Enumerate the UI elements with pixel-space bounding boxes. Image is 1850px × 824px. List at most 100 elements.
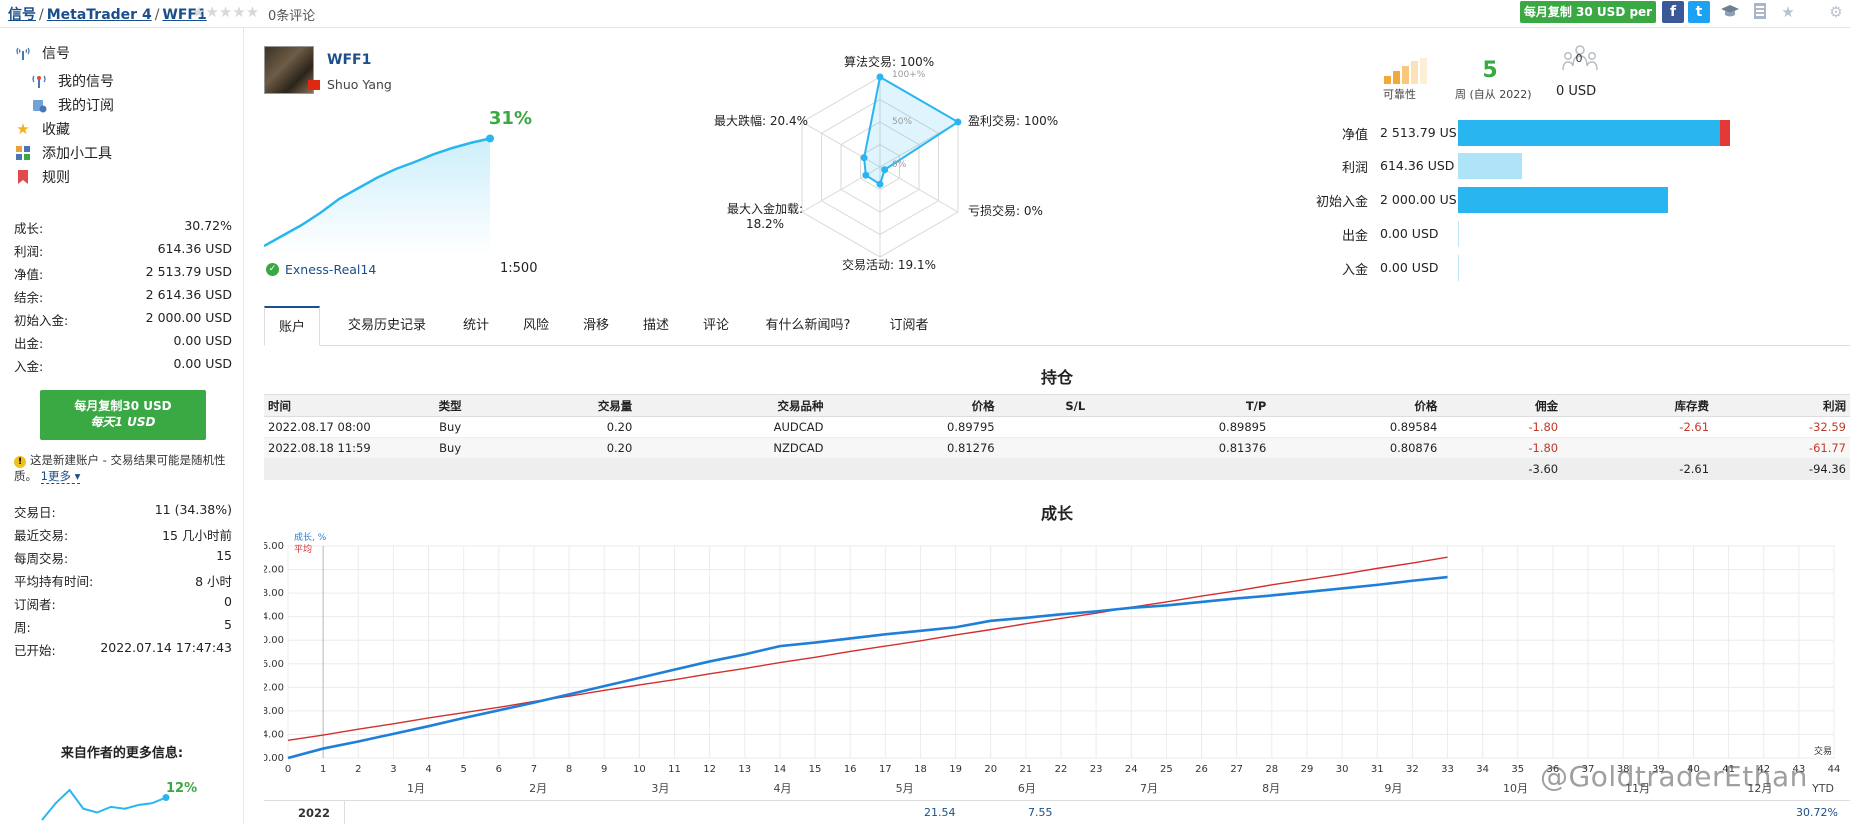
reliability-bars-icon [1384, 58, 1427, 84]
copy-subscribe-button[interactable]: 每月复制30 USD 每天1 USD [40, 390, 206, 440]
radar-tick-50: 50% [892, 117, 912, 127]
growth-title: 成长 [1040, 504, 1073, 523]
tab-trade-history[interactable]: 交易历史记录 [347, 318, 426, 333]
country-flag-icon [308, 80, 320, 90]
x-tick-label: 18 [914, 764, 927, 775]
document-icon[interactable] [1750, 2, 1770, 22]
x-tick-label: 31 [1371, 764, 1384, 775]
sparkline-area [264, 138, 490, 254]
col-swap: 库存费 [1562, 394, 1714, 417]
y-tick-label: 16.00 [264, 659, 284, 670]
tab-news[interactable]: 有什么新闻吗? [765, 318, 851, 333]
ytd-value: 30.72% [1796, 806, 1838, 819]
y-tick-label: 4.00 [264, 729, 284, 740]
legend-average: 平均 [294, 543, 312, 555]
twitter-share-icon[interactable]: t [1688, 1, 1710, 23]
stat-profit: 利润: 614.36 USD [14, 241, 232, 259]
tab-account[interactable]: 账户 [264, 306, 320, 346]
rating-stars[interactable]: ★★★★★ [192, 3, 260, 21]
tab-subscribers[interactable]: 订阅者 [889, 318, 929, 333]
tab-risks[interactable]: 风险 [522, 318, 549, 333]
stat-growth: 成长: 30.72% [14, 218, 232, 236]
show-more-link[interactable]: 1更多 ▾ [40, 469, 81, 484]
star-icon: ★ [16, 120, 30, 138]
x-tick-label: 14 [774, 764, 787, 775]
month-value-aug: 7.55 [1028, 806, 1053, 819]
author-signal-mini-chart[interactable]: 12% [40, 782, 210, 824]
new-account-warning: ! 这是新建账户 - 交易结果可能是随机性质。 1更多 ▾ [14, 453, 226, 484]
month-label: 5月 [896, 782, 914, 795]
col-time: 时间 [264, 394, 405, 417]
broker-server[interactable]: ✓ Exness-Real14 [266, 262, 376, 277]
growth-chart[interactable]: 0.00 4.00 8.00 12.00 16.00 20.00 24.00 28.00 32.… [264, 518, 1850, 800]
sidebar-item-signals[interactable]: 信号 [14, 42, 70, 64]
tab-statistics[interactable]: 统计 [462, 318, 489, 333]
favorite-star-icon[interactable]: ★ [1781, 3, 1795, 21]
radar-label-loss-trades: 亏损交易: 0% [968, 204, 1043, 218]
col-price: 价格 [1270, 394, 1442, 417]
x-tick-label: 9 [601, 764, 607, 775]
radar-point [881, 166, 889, 174]
x-tick-label: 43 [1792, 764, 1805, 775]
x-tick-label: 21 [1019, 764, 1032, 775]
x-tick-label: 35 [1511, 764, 1524, 775]
sidebar-item-label: 我的订阅 [58, 98, 114, 114]
reliability-label: 可靠性 [1383, 88, 1416, 101]
stat-avg-holding-time: 平均持有时间: 8 小时 [14, 574, 232, 589]
author-more-heading: 来自作者的更多信息: [60, 746, 184, 761]
subscribers-count: 0 [1575, 52, 1583, 65]
col-profit: 利润 [1713, 394, 1850, 417]
warning-icon: ! [14, 456, 26, 468]
subscription-icon [30, 96, 48, 114]
profit-bar [1458, 153, 1522, 179]
settings-gear-icon[interactable]: ⚙ [1829, 3, 1843, 21]
reviews-count[interactable]: 0条评论 [268, 9, 316, 24]
col-commission: 佣金 [1441, 394, 1563, 417]
tab-slippage[interactable]: 滑移 [582, 318, 609, 333]
breadcrumb-signal-link[interactable]: WFF1 [162, 7, 207, 23]
watermark: @GoldtraderEthan [1540, 760, 1808, 793]
sidebar-item-my-subscriptions[interactable]: 我的订阅 [30, 94, 114, 116]
breadcrumb-platform-link[interactable]: MetaTrader 4 [46, 7, 152, 23]
tab-reviews[interactable]: 评论 [702, 318, 729, 333]
facebook-share-icon[interactable]: f [1662, 1, 1684, 23]
x-tick-label: 23 [1090, 764, 1103, 775]
leverage: 1:500 [500, 261, 538, 276]
sidebar-item-my-signals[interactable]: 我的信号 [30, 70, 114, 92]
y-tick-label: 24.00 [264, 612, 284, 623]
broadcast-icon [30, 72, 48, 90]
x-tick-label: 42 [1757, 764, 1770, 775]
deposits-bar [1458, 255, 1459, 281]
radar-point [862, 171, 870, 179]
sidebar-item-label: 规则 [42, 170, 70, 186]
sidebar-item-favorites[interactable]: ★ 收藏 [14, 118, 70, 140]
equity-bar [1458, 120, 1730, 146]
bookmark-icon [14, 168, 32, 186]
y-tick-label: 32.00 [264, 565, 284, 576]
signal-owner[interactable]: Shuo Yang [327, 77, 392, 92]
profit-row: 利润 614.36 USD [1280, 153, 1740, 179]
signal-name[interactable]: WFF1 [327, 52, 372, 68]
month-label: 12月 [1747, 782, 1772, 795]
stat-latest-trade: 最近交易: 15 几小时前 [14, 528, 232, 543]
month-label: 6月 [1018, 782, 1036, 795]
stat-started: 已开始: 2022.07.14 17:47:43 [14, 640, 232, 658]
breadcrumb-separator: / [39, 7, 44, 23]
x-tick-label: 44 [1828, 764, 1841, 775]
copy-signal-button[interactable]: 每月复制 30 USD per [1520, 1, 1656, 23]
sidebar-item-label: 添加小工具 [42, 146, 112, 162]
breadcrumb-signals-link[interactable]: 信号 [8, 7, 36, 23]
tab-description[interactable]: 描述 [642, 318, 669, 333]
x-tick-label: 20 [984, 764, 997, 775]
month-label: 11月 [1625, 782, 1650, 795]
radar-tick-100: 100+% [892, 70, 926, 80]
author-avatar[interactable] [264, 46, 314, 94]
table-totals-row: -3.60 -2.61 -94.36 [264, 458, 1850, 480]
sidebar-item-add-widget[interactable]: 添加小工具 [14, 142, 112, 164]
graduation-cap-icon[interactable] [1720, 2, 1740, 22]
legend-growth: 成长, % [294, 531, 327, 543]
left-sidebar: 信号 我的信号 我的订阅 ★ 收藏 添加小工具 规则 成长: 30.72% 利润:… [0, 28, 244, 824]
x-tick-label: 16 [844, 764, 857, 775]
sidebar-item-rules[interactable]: 规则 [14, 166, 70, 188]
positions-title: 持仓 [1040, 368, 1073, 387]
